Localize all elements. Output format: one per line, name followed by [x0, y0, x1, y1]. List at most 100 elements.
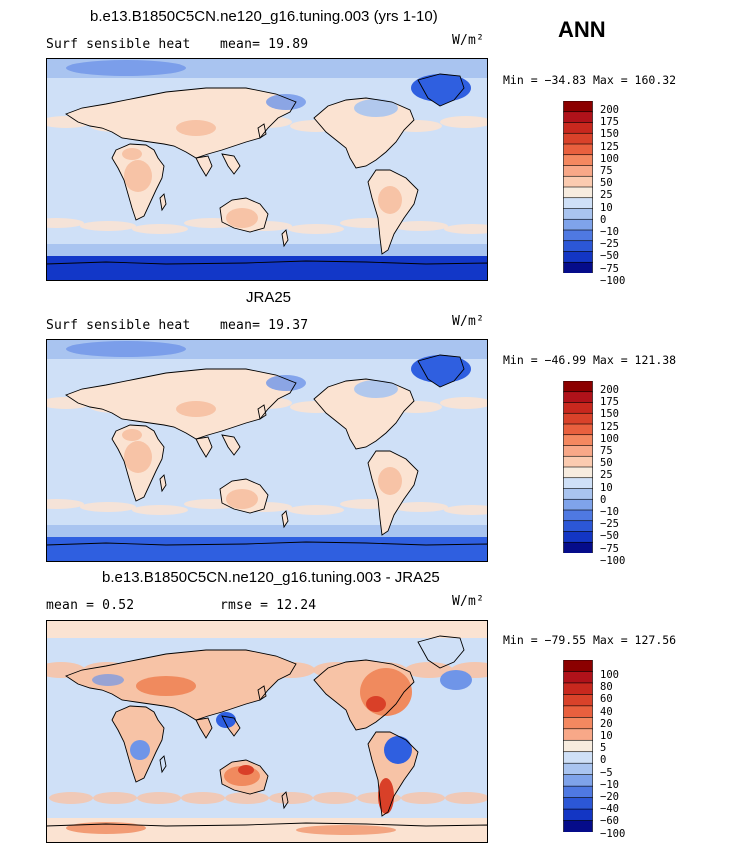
cbar-label: 25: [600, 469, 613, 482]
panel2-title: JRA25: [246, 289, 292, 306]
colorbar-swatch: [563, 165, 593, 177]
cbar-label: −10: [600, 226, 619, 239]
colorbar-swatch: [563, 391, 593, 404]
colorbar-swatch: [563, 229, 593, 242]
colorbar-swatch: [563, 660, 593, 673]
cbar-label: 125: [600, 140, 619, 153]
cbar-label: 0: [600, 213, 607, 226]
cbar-label: 200: [600, 104, 619, 116]
colorbar-swatch: [563, 739, 593, 753]
cbar-label: 175: [600, 116, 619, 129]
colorbar-swatch: [563, 797, 593, 810]
colorbar-swatch: [563, 455, 593, 468]
season-label: ANN: [558, 17, 606, 42]
cbar-label: −75: [600, 542, 619, 555]
cbar-label: 125: [600, 420, 619, 433]
colorbar-swatch: [563, 762, 593, 776]
colorbar-swatch: [563, 186, 593, 199]
colorbar-swatch: [563, 402, 593, 414]
cbar-label: −25: [600, 518, 619, 531]
cbar-label: −10: [600, 506, 619, 519]
cbar-label: 50: [600, 177, 613, 190]
cbar-label: 80: [600, 681, 613, 694]
colorbar-swatch: [563, 423, 593, 436]
colorbar-swatch: [563, 728, 593, 741]
panel1-units-label: W/m²: [452, 33, 485, 48]
colorbar-swatch: [563, 261, 593, 273]
cbar-label: −20: [600, 791, 619, 804]
cbar-label: 25: [600, 189, 613, 202]
cbar-label: 5: [600, 742, 607, 755]
colorbar-swatch: [563, 520, 593, 533]
colorbar-swatch: [563, 717, 593, 730]
cbar-label: 100: [600, 432, 619, 445]
panel1-colorbar: [563, 101, 593, 273]
colorbar-swatch: [563, 466, 593, 479]
panel3-colorbar: [563, 660, 593, 832]
panel1-map: [46, 58, 488, 281]
panel2-colorbar-labels: 200 175 150 125 100 75 50 25 10 0 −10 −2…: [600, 384, 625, 567]
panel2-mean-label: mean= 19.37: [220, 318, 309, 333]
colorbar-swatch: [563, 488, 593, 500]
panel3-mean-label: mean = 0.52: [46, 598, 135, 613]
cbar-label: 20: [600, 717, 613, 730]
cbar-label: 175: [600, 396, 619, 409]
cbar-label: 75: [600, 445, 613, 458]
cbar-label: −50: [600, 530, 619, 543]
colorbar-swatch: [563, 381, 593, 393]
colorbar-swatch: [563, 820, 593, 832]
cbar-label: −5: [600, 766, 613, 779]
panel3-units-label: W/m²: [452, 594, 485, 609]
cbar-label: 150: [600, 408, 619, 421]
colorbar-swatch: [563, 671, 593, 684]
cbar-label: 150: [600, 128, 619, 141]
cbar-label: −75: [600, 262, 619, 275]
colorbar-swatch: [563, 751, 593, 764]
colorbar-swatch: [563, 208, 593, 220]
colorbar-swatch: [563, 694, 593, 707]
colorbar-swatch: [563, 705, 593, 718]
colorbar-swatch: [563, 541, 593, 553]
colorbar-swatch: [563, 251, 593, 263]
colorbar-swatch: [563, 808, 593, 822]
cbar-label: −40: [600, 803, 619, 816]
cbar-label: 200: [600, 384, 619, 396]
panel1-colorbar-labels: 200 175 150 125 100 75 50 25 10 0 −10 −2…: [600, 104, 625, 287]
panel1-title: b.e13.B1850C5CN.ne120_g16.tuning.003 (yr…: [90, 8, 438, 25]
cbar-label: 60: [600, 693, 613, 706]
panel1-mean-label: mean= 19.89: [220, 37, 309, 52]
colorbar-swatch: [563, 111, 593, 124]
panel3-minmax: Min = −79.55 Max = 127.56: [503, 633, 677, 647]
colorbar-swatch: [563, 143, 593, 156]
cbar-label: 10: [600, 201, 613, 214]
panel2-variable-label: Surf sensible heat: [46, 318, 191, 333]
cbar-label: −100: [600, 827, 626, 840]
colorbar-swatch: [563, 122, 593, 134]
cbar-label: −100: [600, 554, 626, 567]
colorbar-swatch: [563, 682, 593, 696]
colorbar-swatch: [563, 412, 593, 425]
cbar-label: −100: [600, 274, 626, 287]
cbar-label: 10: [600, 730, 613, 743]
cbar-label: 10: [600, 481, 613, 494]
colorbar-swatch: [563, 101, 593, 113]
colorbar-swatch: [563, 785, 593, 799]
colorbar-swatch: [563, 197, 593, 210]
panel2-minmax: Min = −46.99 Max = 121.38: [503, 353, 677, 367]
panel2-units-label: W/m²: [452, 314, 485, 329]
colorbar-swatch: [563, 218, 593, 231]
panel2-colorbar: [563, 381, 593, 553]
cbar-label: −50: [600, 250, 619, 263]
cbar-label: −10: [600, 778, 619, 791]
cbar-label: 40: [600, 705, 613, 718]
panel1-minmax: Min = −34.83 Max = 160.32: [503, 73, 677, 87]
colorbar-swatch: [563, 445, 593, 457]
cbar-label: −25: [600, 238, 619, 251]
colorbar-swatch: [563, 477, 593, 490]
cbar-label: 75: [600, 165, 613, 178]
colorbar-swatch: [563, 498, 593, 511]
colorbar-swatch: [563, 774, 593, 787]
panel3-title: b.e13.B1850C5CN.ne120_g16.tuning.003 - J…: [102, 569, 440, 586]
panel1-variable-label: Surf sensible heat: [46, 37, 191, 52]
cbar-label: 0: [600, 493, 607, 506]
